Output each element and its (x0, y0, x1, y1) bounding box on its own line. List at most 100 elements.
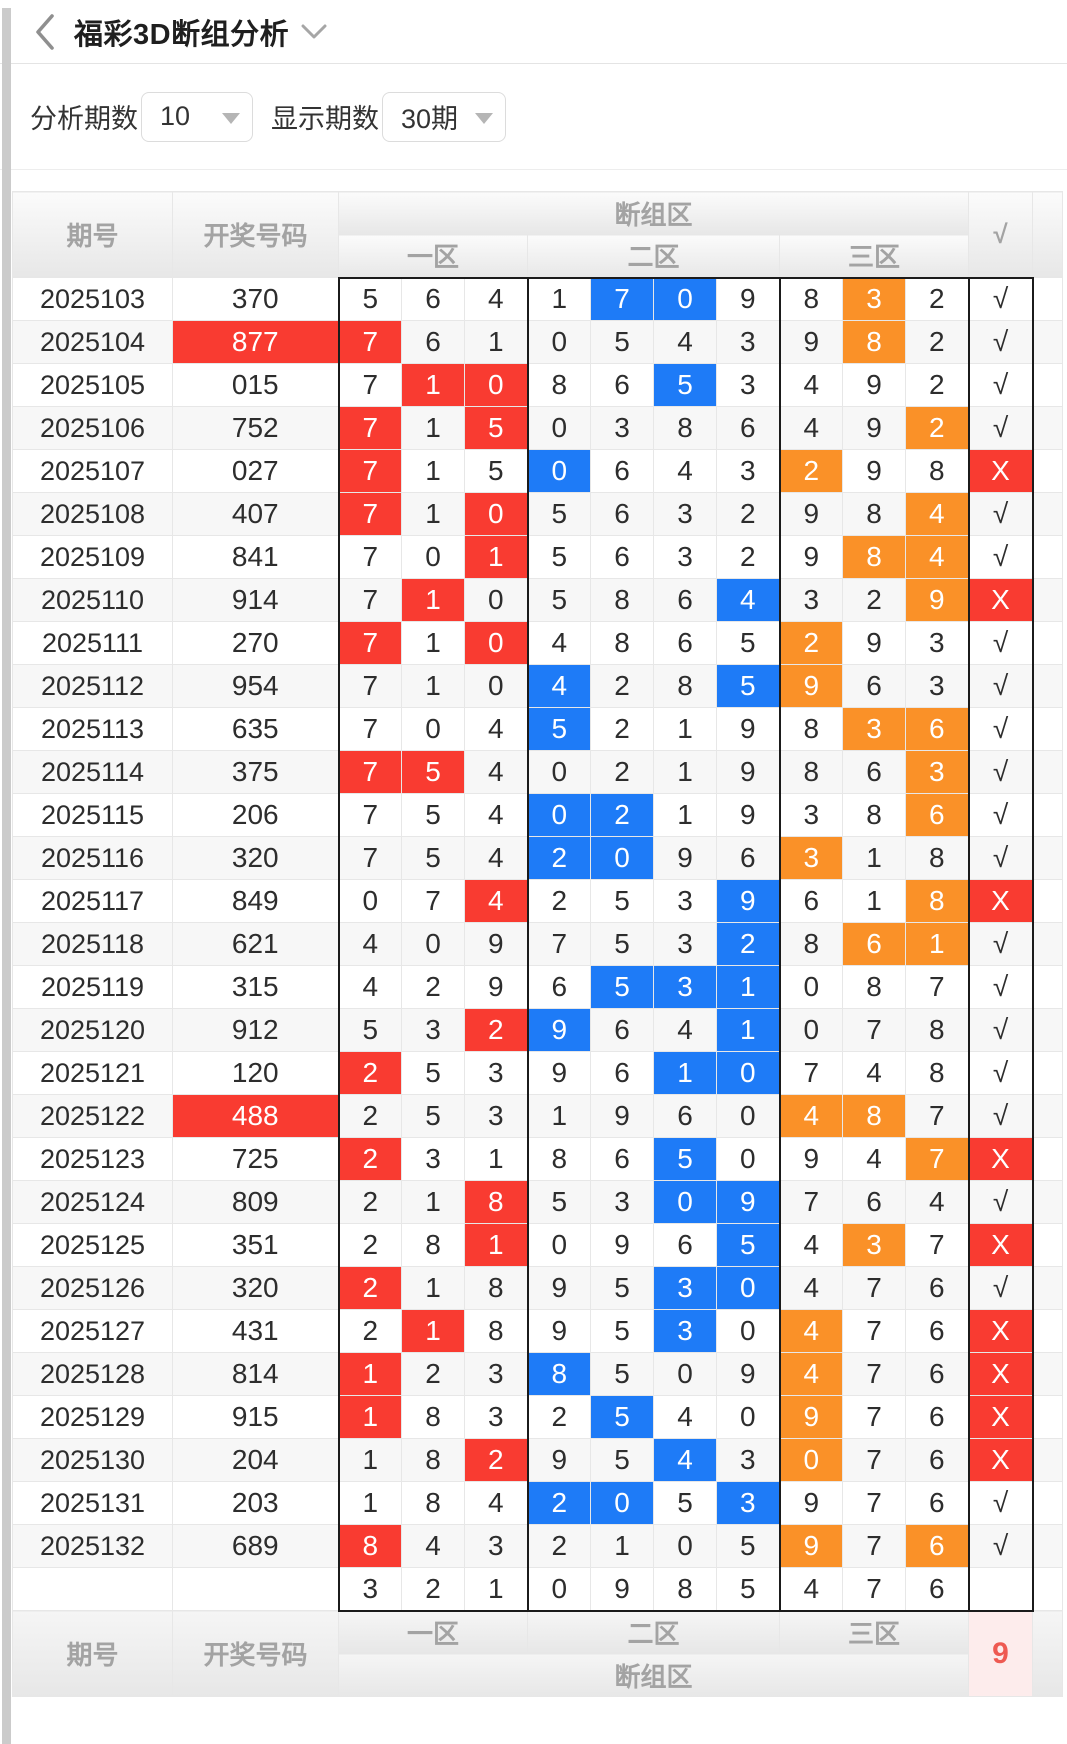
digit-cell: 3 (653, 492, 717, 536)
digit-cell: 5 (653, 1137, 717, 1181)
digit-cell: 1 (401, 449, 465, 493)
digit-cell: 1 (716, 1008, 780, 1052)
digit-cell: 8 (842, 320, 906, 364)
digit-cell: 4 (653, 320, 717, 364)
digit-cell: 8 (590, 621, 654, 665)
digit-cell: 0 (464, 621, 528, 665)
digit-cell: 3 (401, 1137, 465, 1181)
miss-count-badge: 9 (968, 1610, 1033, 1697)
winning-number-cell: 204 (172, 1438, 339, 1482)
digit-cell: 1 (337, 1481, 402, 1525)
digit-cell: 6 (590, 1137, 654, 1181)
result-cell: X (967, 1223, 1034, 1267)
winning-number-cell: 206 (172, 793, 339, 837)
analysis-table-wrap: 期号 开奖号码 断组区 √ 一区 二区 三区 2025103 370 5 6 4 1 7 0 9… (12, 191, 1067, 1697)
edge-cell (1032, 750, 1063, 794)
digit-cell: 4 (778, 1567, 843, 1612)
edge-cell (1032, 793, 1063, 837)
digit-cell: 2 (337, 1051, 402, 1095)
winning-number-cell: 689 (172, 1524, 339, 1568)
result-cell: √ (967, 965, 1034, 1009)
result-cell: √ (967, 1266, 1034, 1310)
edge-cell (1032, 707, 1063, 751)
digit-cell: 7 (337, 406, 402, 450)
table-row: 2025130 204 1 8 2 9 5 4 3 0 7 6 X (12, 1438, 1063, 1482)
digit-cell: 7 (526, 922, 591, 966)
digit-cell: 4 (401, 1524, 465, 1568)
table-row: 2025106 752 7 1 5 0 3 8 6 4 9 2 √ (12, 406, 1063, 450)
period-cell (12, 1567, 173, 1611)
digit-cell: 5 (526, 578, 591, 622)
digit-cell: 9 (716, 707, 780, 751)
digit-cell: 2 (905, 276, 969, 321)
digit-cell: 5 (590, 965, 654, 1009)
edge-cell (1032, 320, 1063, 364)
digit-cell: 3 (464, 1051, 528, 1095)
digit-cell: 6 (716, 836, 780, 880)
digit-cell: 4 (778, 1309, 843, 1353)
digit-cell: 9 (778, 1395, 843, 1439)
back-button[interactable] (32, 13, 58, 51)
digit-cell: 5 (526, 492, 591, 536)
edge-cell (1032, 1223, 1063, 1267)
digit-cell: 5 (716, 1567, 780, 1612)
display-periods-select[interactable]: 30期 (382, 91, 506, 142)
digit-cell: 0 (464, 363, 528, 407)
digit-cell: 0 (401, 535, 465, 579)
digit-cell: 5 (653, 363, 717, 407)
digit-cell: 3 (842, 1223, 906, 1267)
digit-cell: 8 (653, 1567, 717, 1612)
foot-header-zone2: 二区 (527, 1610, 780, 1654)
result-cell: X (967, 1352, 1034, 1396)
digit-cell: 2 (401, 1352, 465, 1396)
digit-cell: 0 (526, 793, 591, 837)
winning-number-cell: 015 (172, 363, 339, 407)
col-header-zone3: 三区 (779, 234, 969, 278)
dropdown-arrow-icon (475, 112, 493, 124)
digit-cell: 1 (653, 750, 717, 794)
digit-cell: 6 (905, 707, 969, 751)
digit-cell: 4 (337, 965, 402, 1009)
digit-cell: 2 (337, 1223, 402, 1267)
digit-cell: 9 (778, 320, 843, 364)
digit-cell: 7 (337, 793, 402, 837)
digit-cell: 6 (905, 1352, 969, 1396)
edge-cell (1032, 1567, 1063, 1611)
table-row: 2025107 027 7 1 5 0 6 4 3 2 9 8 X (12, 449, 1063, 493)
table-row: 2025127 431 2 1 8 9 5 3 0 4 7 6 X (12, 1309, 1063, 1353)
result-cell: √ (967, 276, 1034, 321)
digit-cell: 8 (337, 1524, 402, 1568)
digit-cell: 6 (401, 276, 465, 321)
period-cell: 2025127 (12, 1309, 173, 1353)
winning-number-cell: 809 (172, 1180, 339, 1224)
result-cell: X (967, 1309, 1034, 1353)
digit-cell: 9 (464, 922, 528, 966)
winning-number-cell: 725 (172, 1137, 339, 1181)
period-cell: 2025129 (12, 1395, 173, 1439)
digit-cell: 8 (905, 836, 969, 880)
winning-number-cell: 915 (172, 1395, 339, 1439)
digit-cell: 9 (716, 793, 780, 837)
digit-cell: 5 (337, 1008, 402, 1052)
digit-cell: 1 (401, 1309, 465, 1353)
edge-cell (1032, 621, 1063, 665)
winning-number-cell: 814 (172, 1352, 339, 1396)
period-cell: 2025114 (12, 750, 173, 794)
digit-cell: 4 (905, 492, 969, 536)
digit-cell: 8 (778, 707, 843, 751)
digit-cell: 6 (778, 879, 843, 923)
table-row: 2025125 351 2 8 1 0 9 6 5 4 3 7 X (12, 1223, 1063, 1267)
period-cell: 2025122 (12, 1094, 173, 1138)
winning-number-cell: 954 (172, 664, 339, 708)
digit-cell: 9 (716, 750, 780, 794)
digit-cell: 4 (464, 750, 528, 794)
title-dropdown[interactable] (301, 24, 327, 40)
digit-cell: 0 (401, 707, 465, 751)
analysis-periods-select[interactable]: 10 (141, 91, 253, 142)
edge-cell (1032, 1008, 1063, 1052)
result-cell: √ (967, 1094, 1034, 1138)
digit-cell: 2 (526, 836, 591, 880)
period-cell: 2025119 (12, 965, 173, 1009)
digit-cell: 8 (653, 406, 717, 450)
digit-cell: 1 (905, 922, 969, 966)
